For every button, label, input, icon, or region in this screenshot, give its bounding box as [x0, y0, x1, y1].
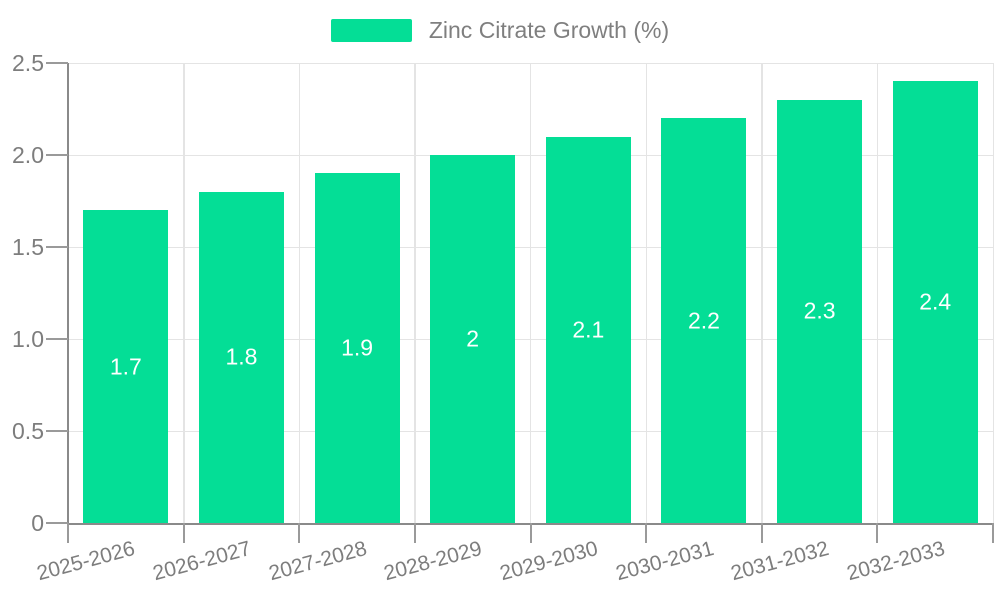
x-tick-label: 2028-2029	[381, 537, 485, 586]
y-axis-tick	[46, 430, 68, 432]
x-tick-label: 2029-2030	[497, 537, 601, 586]
bar-value-label: 2.1	[572, 316, 605, 343]
bar-value-label: 2.2	[687, 307, 720, 334]
y-tick-label: 0.5	[12, 418, 44, 444]
bar-value-label: 1.7	[109, 353, 142, 380]
x-axis-tick	[182, 523, 185, 543]
bar-value-label: 1.8	[225, 343, 258, 370]
x-axis-tick	[413, 523, 416, 543]
x-tick-label: 2027-2028	[266, 537, 370, 586]
bar-2029-2030[interactable]: 2.1	[545, 136, 631, 523]
bar-value-label: 2	[466, 325, 480, 352]
legend-label[interactable]: Zinc Citrate Growth (%)	[428, 17, 670, 43]
bar-2025-2026[interactable]: 1.7	[83, 210, 169, 523]
x-axis-tick	[992, 523, 994, 543]
y-tick-label: 0	[31, 510, 44, 536]
gridline-vertical	[992, 63, 994, 523]
bar-value-label: 1.9	[341, 334, 374, 361]
bar-2026-2027[interactable]: 1.8	[198, 191, 284, 523]
x-tick-label: 2031-2032	[728, 537, 832, 586]
bar-value-label: 2.3	[803, 297, 836, 324]
x-axis-tick	[298, 523, 301, 543]
gridline-vertical	[298, 63, 301, 523]
x-axis-tick	[529, 523, 532, 543]
x-axis-tick	[760, 523, 763, 543]
y-tick-label: 1.5	[12, 234, 44, 260]
y-tick-label: 1.0	[12, 326, 44, 352]
y-axis-tick	[46, 62, 68, 64]
bar-2028-2029[interactable]: 2	[430, 155, 516, 523]
bar-value-label: 2.4	[919, 288, 952, 315]
y-tick-label: 2.0	[12, 142, 44, 168]
bar-2030-2031[interactable]: 2.2	[661, 118, 747, 523]
y-axis-tick	[46, 522, 68, 524]
gridline-vertical	[645, 63, 648, 523]
bar-2032-2033[interactable]: 2.4	[892, 81, 978, 523]
x-axis-tick	[67, 523, 69, 543]
x-tick-label: 2032-2033	[844, 537, 948, 586]
bar-2031-2032[interactable]: 2.3	[777, 99, 863, 523]
legend-swatch-icon[interactable]	[330, 19, 412, 42]
legend[interactable]: Zinc Citrate Growth (%)	[0, 19, 1000, 42]
gridline-vertical	[414, 63, 416, 523]
gridline-vertical	[876, 63, 879, 523]
gridline-vertical	[761, 63, 763, 523]
y-axis-tick	[46, 154, 68, 156]
gridline-vertical	[530, 63, 532, 523]
y-axis-tick	[46, 246, 68, 248]
x-tick-label: 2025-2026	[34, 537, 138, 586]
x-tick-label: 2030-2031	[612, 537, 716, 586]
gridline-vertical	[183, 63, 185, 523]
bar-2027-2028[interactable]: 1.9	[314, 173, 400, 523]
x-axis-tick	[876, 523, 879, 543]
x-tick-label: 2026-2027	[150, 537, 254, 586]
x-axis-tick	[645, 523, 648, 543]
y-axis-tick	[46, 338, 68, 340]
y-tick-label: 2.5	[12, 50, 44, 76]
y-axis-line	[67, 63, 69, 525]
